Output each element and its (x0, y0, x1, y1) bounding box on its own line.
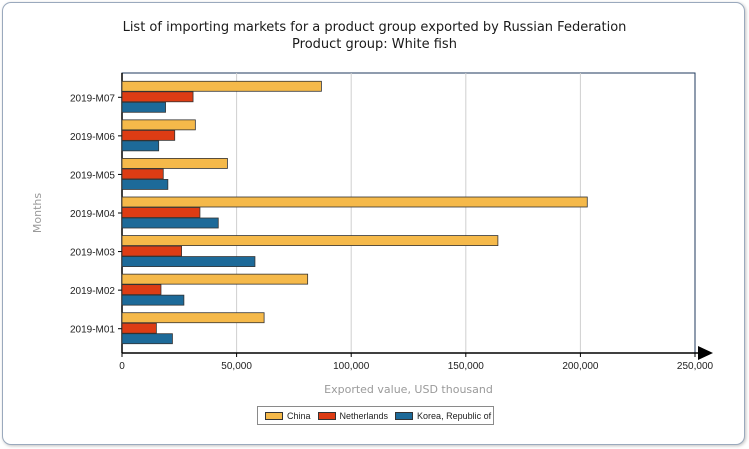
chart-title: List of importing markets for a product … (122, 20, 627, 35)
bar-korea-republic-of (121, 333, 173, 345)
bar-netherlands (121, 91, 194, 103)
x-tick-label: 0 (119, 361, 125, 372)
x-tick-label: 150,000 (448, 361, 485, 372)
bar-china (121, 273, 309, 285)
x-tick-label: 50,000 (221, 361, 252, 372)
y-tick-label: 2019-M05 (70, 170, 115, 181)
y-tick-label: 2019-M01 (70, 325, 115, 336)
plot-area (121, 72, 696, 354)
bar-korea-republic-of (121, 140, 160, 152)
y-tick-label: 2019-M04 (70, 209, 115, 220)
y-tick-label: 2019-M06 (70, 132, 115, 143)
x-tick-label: 100,000 (333, 361, 370, 372)
bar-korea-republic-of (121, 256, 256, 267)
chart-legend: China Netherlands Korea, Republic of (257, 406, 494, 425)
chart-subtitle: Product group: White fish (292, 37, 457, 52)
x-tick-label: 200,000 (562, 361, 599, 372)
legend-swatch-china (265, 411, 283, 420)
bar-korea-republic-of (121, 217, 219, 229)
legend-swatch-korea (395, 411, 414, 420)
y-tick-label: 2019-M07 (70, 93, 115, 104)
x-axis-label: Exported value, USD thousand (324, 383, 493, 396)
bar-china (121, 235, 499, 246)
bar-china (121, 312, 265, 324)
bar-netherlands (121, 284, 162, 296)
legend-item-netherlands[interactable]: Netherlands (317, 410, 389, 421)
bar-netherlands (121, 129, 176, 141)
x-tick-label: 250,000 (677, 361, 714, 372)
bar-china (121, 119, 196, 131)
x-axis-arrow (698, 346, 713, 360)
bar-korea-republic-of (121, 101, 166, 113)
bar-china (121, 196, 588, 208)
y-axis-label: Months (31, 193, 44, 233)
bar-netherlands (121, 168, 164, 180)
bar-korea-republic-of (121, 179, 169, 190)
bar-china (121, 158, 228, 169)
y-tick-label: 2019-M03 (70, 248, 115, 259)
bar-netherlands (121, 322, 157, 334)
bar-korea-republic-of (121, 294, 185, 306)
bar-netherlands (121, 207, 201, 218)
bar-china (121, 80, 322, 92)
bar-netherlands (121, 245, 182, 257)
legend-label-china: China (287, 410, 311, 421)
y-tick-label: 2019-M02 (70, 286, 115, 297)
legend-item-korea[interactable]: Korea, Republic of (395, 411, 491, 421)
legend-label-netherlands: Netherlands (339, 410, 389, 421)
legend-item-china[interactable]: China (265, 411, 311, 421)
legend-label-korea: Korea, Republic of (417, 410, 492, 421)
legend-swatch-netherlands (317, 411, 336, 420)
